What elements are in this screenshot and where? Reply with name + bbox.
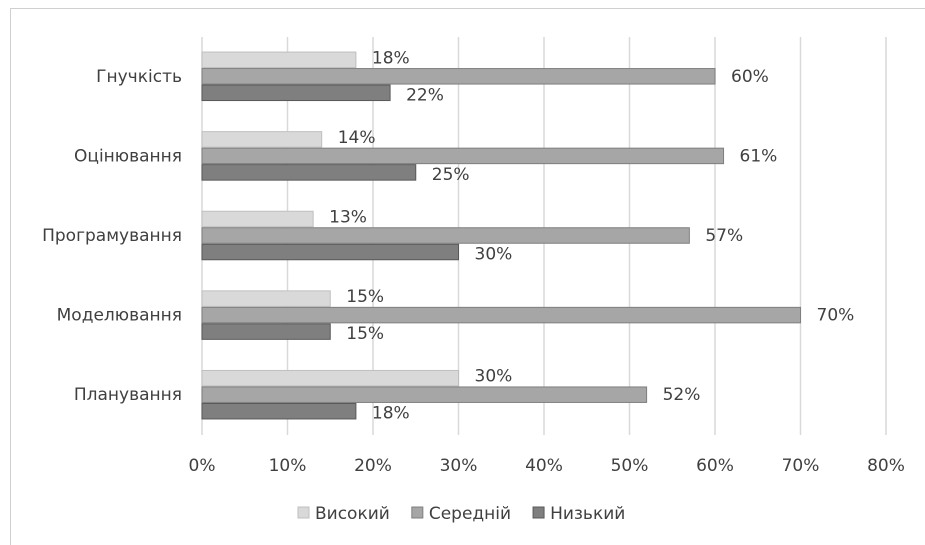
data-label: 57% xyxy=(705,226,743,246)
data-label: 25% xyxy=(432,165,470,185)
x-tick-label: 0% xyxy=(189,456,216,476)
x-tick-label: 10% xyxy=(269,456,307,476)
data-label: 30% xyxy=(475,245,513,265)
x-tick-label: 50% xyxy=(611,456,649,476)
bar xyxy=(201,84,391,102)
y-tick-label: Моделювання xyxy=(57,306,182,326)
x-tick-label: 60% xyxy=(696,456,734,476)
bar xyxy=(201,369,459,387)
data-label: 13% xyxy=(329,208,367,228)
bar xyxy=(201,147,725,165)
bar xyxy=(201,306,801,324)
legend-swatch xyxy=(411,506,424,519)
y-tick-label: Планування xyxy=(74,385,182,405)
y-tick-label: Оцінювання xyxy=(74,146,182,166)
bar xyxy=(201,210,314,228)
bar xyxy=(201,51,357,69)
y-tick-label: Гнучкість xyxy=(96,67,182,87)
legend-label: Високий xyxy=(315,504,390,524)
bar xyxy=(201,227,690,244)
bar xyxy=(201,164,417,181)
legend-label: Низький xyxy=(550,504,625,524)
x-tick-label: 40% xyxy=(525,456,563,476)
data-label: 18% xyxy=(372,404,410,424)
data-label: 15% xyxy=(346,324,384,344)
x-tick-label: 20% xyxy=(354,456,392,476)
x-tick-label: 80% xyxy=(867,456,905,476)
data-label: 14% xyxy=(338,128,376,148)
legend-swatch xyxy=(297,506,310,519)
data-label: 52% xyxy=(663,385,701,405)
data-label: 22% xyxy=(406,85,444,105)
bar xyxy=(201,290,331,307)
data-label: 61% xyxy=(740,146,778,166)
legend-label: Середній xyxy=(429,504,511,524)
y-tick-label: Програмування xyxy=(42,226,182,246)
data-label: 70% xyxy=(817,306,855,326)
bar xyxy=(201,323,331,340)
bar xyxy=(201,386,648,403)
bar xyxy=(201,131,323,148)
legend-swatch xyxy=(532,506,545,519)
bar xyxy=(201,243,459,261)
bar xyxy=(201,402,357,420)
bar xyxy=(201,68,716,85)
x-tick-label: 70% xyxy=(782,456,820,476)
x-tick-label: 30% xyxy=(440,456,478,476)
chart-border xyxy=(10,8,925,545)
data-label: 30% xyxy=(475,367,513,387)
data-label: 60% xyxy=(731,67,769,87)
data-label: 18% xyxy=(372,48,410,68)
data-label: 15% xyxy=(346,287,384,307)
